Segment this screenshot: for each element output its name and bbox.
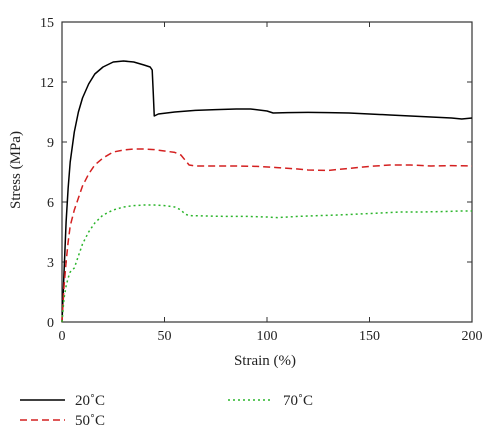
series-line-3	[61, 204, 472, 323]
series-line-1	[61, 60, 473, 323]
x-tick-label: 200	[462, 329, 483, 344]
legend: 20˚C 50˚C 70˚C	[20, 393, 313, 429]
series-layer	[61, 60, 473, 323]
series-line-2	[61, 148, 473, 323]
x-tick-label: 100	[257, 329, 278, 344]
y-tick-label: 15	[40, 16, 54, 31]
legend-label-1: 20˚C	[75, 393, 105, 409]
y-tick-label: 0	[47, 316, 54, 331]
y-tick-label: 12	[40, 76, 54, 91]
x-tick-label: 150	[359, 329, 380, 344]
y-tick-label: 3	[47, 256, 54, 271]
y-axis-label: Stress (MPa)	[8, 131, 24, 209]
y-tick-label: 6	[47, 196, 54, 211]
legend-label-3: 70˚C	[283, 393, 313, 409]
plot-frame	[61, 21, 473, 323]
chart-axes: 0 50 100 150 200 0 3 6 9 12 15	[40, 16, 483, 344]
x-tick-label: 50	[158, 329, 172, 344]
y-tick-label: 9	[47, 136, 54, 151]
x-axis-label: Strain (%)	[234, 353, 296, 369]
legend-label-2: 50˚C	[75, 413, 105, 429]
x-tick-label: 0	[59, 329, 66, 344]
